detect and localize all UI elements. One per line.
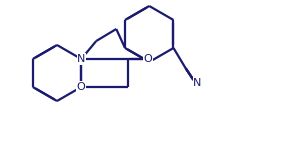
- Text: N: N: [193, 78, 202, 88]
- Text: O: O: [144, 54, 152, 64]
- Text: O: O: [77, 82, 86, 92]
- Text: N: N: [77, 54, 86, 64]
